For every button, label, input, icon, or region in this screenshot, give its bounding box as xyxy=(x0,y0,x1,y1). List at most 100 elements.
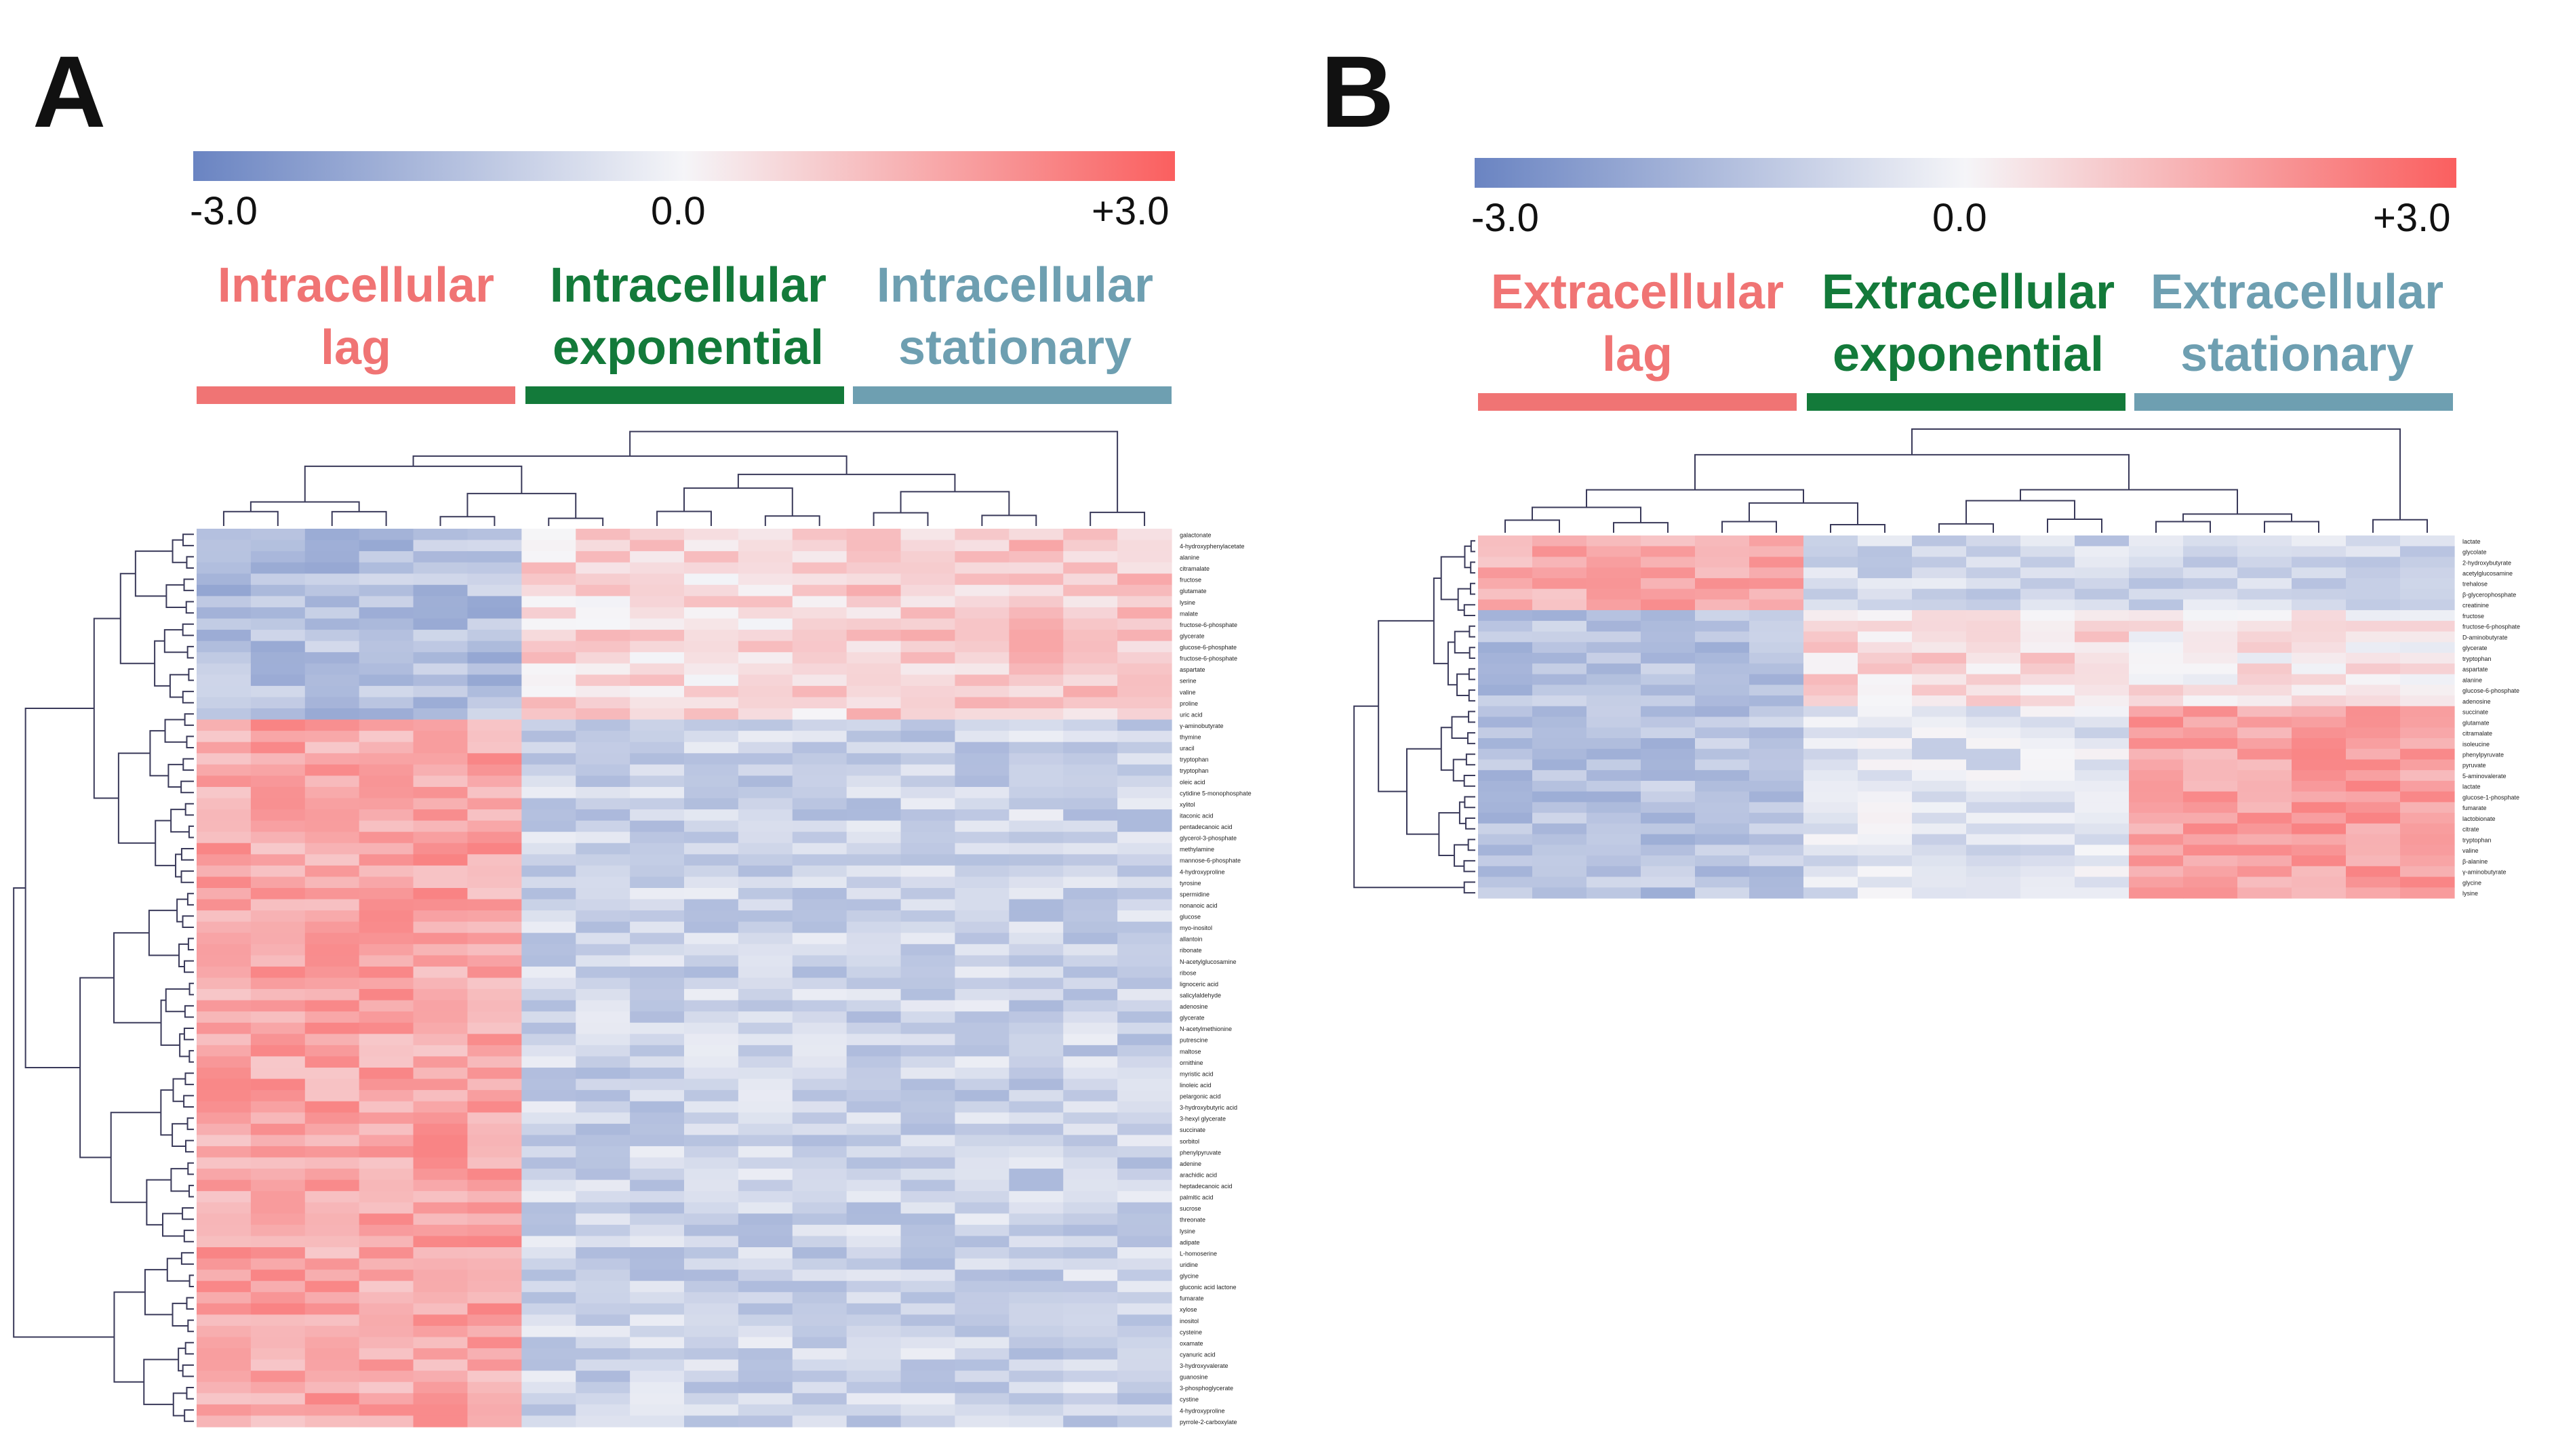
heatmap-a-cell xyxy=(576,607,631,620)
heatmap-a-cell xyxy=(955,1371,1010,1383)
heatmap-a-cell xyxy=(576,1270,631,1282)
heatmap-b-cell xyxy=(1695,834,1750,845)
heatmap-a-cell xyxy=(359,641,414,653)
heatmap-a-cell xyxy=(900,1371,956,1383)
heatmap-b-cell xyxy=(1695,716,1750,728)
heatmap-b-cell xyxy=(2292,674,2347,685)
heatmap-a-cell xyxy=(521,1112,576,1125)
heatmap-a-cell xyxy=(359,1157,414,1169)
heatmap-a-cell xyxy=(684,1404,739,1417)
heatmap-b-cell xyxy=(1858,535,1913,547)
heatmap-a-row-label: 3-phosphoglycerate xyxy=(1180,1385,1233,1392)
heatmap-a-cell xyxy=(846,630,902,642)
heatmap-a-row-dendrogram xyxy=(182,623,194,636)
heatmap-a-cell xyxy=(304,944,360,956)
heatmap-a-cell xyxy=(1117,641,1172,653)
heatmap-b-cell xyxy=(2400,546,2455,558)
heatmap-b-cell xyxy=(2346,695,2401,707)
heatmap-b-row-dendrogram xyxy=(1405,748,1441,835)
heatmap-b-cell xyxy=(2237,685,2292,696)
group-a-stationary-line2: stationary xyxy=(898,321,1132,375)
heatmap-a-cell xyxy=(738,1371,793,1383)
heatmap-b-cell xyxy=(1586,791,1641,803)
heatmap-a-cell xyxy=(1063,573,1118,586)
heatmap-a-cell xyxy=(630,573,685,586)
heatmap-b-cell xyxy=(1966,557,2021,568)
heatmap-a-cell xyxy=(250,630,306,642)
heatmap-a-cell xyxy=(576,1135,631,1147)
heatmap-a-cell xyxy=(792,1236,847,1248)
heatmap-b-row-dendrogram xyxy=(1469,647,1475,659)
heatmap-a-cell xyxy=(900,809,956,822)
heatmap-a-cell xyxy=(792,1292,847,1304)
heatmap-b-cell xyxy=(1966,610,2021,622)
heatmap-a-cell xyxy=(1009,663,1064,675)
heatmap-a-cell xyxy=(576,933,631,945)
heatmap-a-cell xyxy=(413,1359,468,1371)
heatmap-a-cell xyxy=(359,775,414,788)
heatmap-a-cell xyxy=(521,618,576,630)
heatmap-a-cell xyxy=(955,753,1010,765)
heatmap-a-cell xyxy=(304,1415,360,1428)
heatmap-a-row-label: γ-aminobutyrate xyxy=(1180,723,1224,729)
heatmap-b-cell xyxy=(2237,855,2292,867)
heatmap-a-cell xyxy=(576,708,631,721)
heatmap-a-cell xyxy=(1063,1123,1118,1135)
heatmap-a-row-dendrogram xyxy=(180,1252,194,1265)
heatmap-a-cell xyxy=(900,596,956,608)
heatmap-a-cell xyxy=(792,1146,847,1158)
heatmap-b-column-dendrogram xyxy=(1965,500,2075,524)
heatmap-a-cell xyxy=(1063,663,1118,675)
heatmap-a-cell xyxy=(576,1112,631,1125)
heatmap-a-cell xyxy=(900,1325,956,1338)
heatmap-a-cell xyxy=(955,1224,1010,1237)
heatmap-b-cell xyxy=(1478,716,1533,728)
heatmap-a-cell xyxy=(1009,529,1064,541)
heatmap-a-cell xyxy=(738,674,793,687)
heatmap-b-cell xyxy=(1532,737,1587,750)
heatmap-b-cell xyxy=(1966,716,2021,728)
heatmap-b-row-label: 5-aminovalerate xyxy=(2462,773,2507,780)
heatmap-a-cell xyxy=(955,652,1010,664)
heatmap-a-cell xyxy=(630,910,685,923)
heatmap-b-cell xyxy=(2020,770,2075,782)
heatmap-b-cell xyxy=(1803,876,1858,888)
heatmap-b-cell xyxy=(2075,674,2130,685)
heatmap-b-cell xyxy=(1966,876,2021,888)
heatmap-a-cell xyxy=(1117,540,1172,552)
group-b-lag-label: Extracellular lag xyxy=(1478,261,1797,386)
heatmap-a-cell xyxy=(1063,1135,1118,1147)
heatmap-b-cell xyxy=(1478,834,1533,845)
heatmap-a-cell xyxy=(684,1348,739,1360)
heatmap-a-cell xyxy=(846,652,902,664)
heatmap-b-cell xyxy=(1478,866,1533,878)
heatmap-a-cell xyxy=(1063,1371,1118,1383)
heatmap-a-cell xyxy=(738,1270,793,1282)
heatmap-a-cell xyxy=(576,1011,631,1024)
heatmap-a-cell xyxy=(738,708,793,721)
heatmap-a-cell xyxy=(900,630,956,642)
heatmap-a-cell xyxy=(521,1068,576,1080)
heatmap-a-cell xyxy=(413,989,468,1001)
heatmap-a-cell xyxy=(1117,1258,1172,1270)
heatmap-a-cell xyxy=(1009,944,1064,956)
heatmap-b-cell xyxy=(2129,685,2184,696)
heatmap-a-cell xyxy=(1063,674,1118,687)
heatmap-a-cell xyxy=(197,630,252,642)
heatmap-a-cell xyxy=(250,652,306,664)
heatmap-a-cell xyxy=(250,1191,306,1203)
heatmap-a-cell xyxy=(738,1292,793,1304)
heatmap-a-cell xyxy=(521,630,576,642)
heatmap-a-cell xyxy=(630,731,685,743)
heatmap-a-cell xyxy=(467,1056,522,1068)
heatmap-a-cell xyxy=(413,1348,468,1360)
heatmap-a-cell xyxy=(738,584,793,596)
heatmap-b-cell xyxy=(2075,866,2130,878)
heatmap-a-cell xyxy=(630,1270,685,1282)
heatmap-a-cell xyxy=(738,1381,793,1394)
heatmap-a-cell xyxy=(359,1123,414,1135)
heatmap-a-cell xyxy=(630,562,685,574)
heatmap-a-cell xyxy=(1063,910,1118,923)
heatmap-b-cell xyxy=(1695,557,1750,568)
heatmap-a-cell xyxy=(738,1000,793,1012)
